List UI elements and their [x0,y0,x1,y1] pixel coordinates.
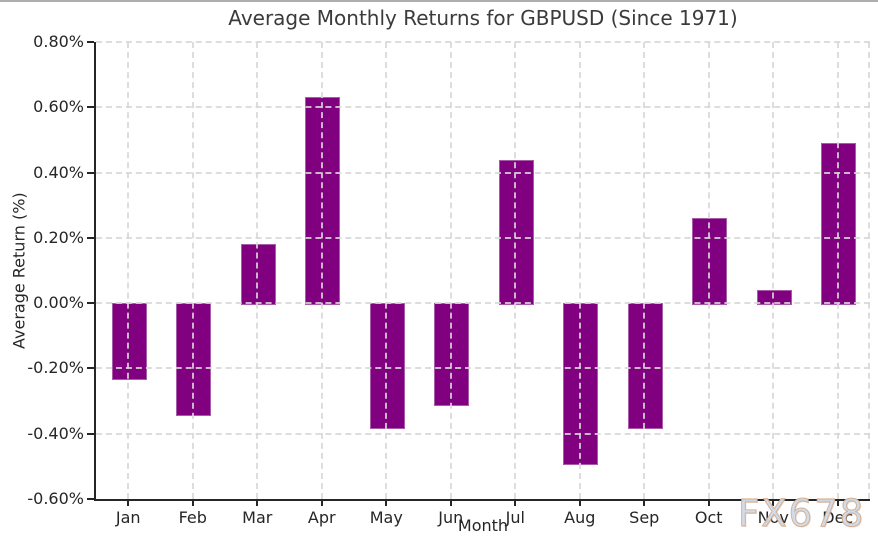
x-axis-label: Month [457,516,509,535]
x-gridline [191,42,194,499]
y-tick-label: 0.00% [33,293,84,313]
x-tick-label: Sep [629,508,660,527]
x-tick-label: Jan [115,508,141,527]
x-tick-mark [449,499,452,506]
watermark: FX678 [737,492,866,536]
bar-mar [240,244,276,306]
bar-may [369,303,405,430]
y-tick-mark [87,41,94,43]
x-tick-mark [772,499,775,506]
x-tick-label: May [369,508,403,527]
x-tick-label: Mar [242,508,273,527]
bar-aug [563,303,599,466]
y-gridline [96,302,870,305]
x-tick-label: Nov [757,508,789,527]
y-tick-label: -0.60% [27,489,84,508]
bar-feb [176,303,212,417]
x-tick-label: Oct [694,508,723,527]
x-tick-mark [643,499,646,506]
x-tick-mark [707,499,710,506]
y-tick-mark [87,236,94,239]
x-tick-label: Feb [178,508,207,527]
bar-jan [111,303,147,381]
x-tick-label: Dec [822,508,854,527]
x-gridline [578,42,581,499]
y-gridline [96,171,870,174]
plot-right-edge [868,42,870,499]
x-tick-mark [256,499,259,506]
y-tick-mark [87,367,94,370]
bar-nov [756,290,792,306]
x-gridline [385,42,388,499]
x-gridline [772,42,775,499]
x-gridline [449,42,452,499]
plot-area: Average Monthly Returns for GBPUSD (Sinc… [10,6,870,535]
x-gridline [707,42,710,499]
x-tick-mark [127,499,130,506]
y-tick-mark [87,432,94,435]
chart-title: Average Monthly Returns for GBPUSD (Sinc… [228,6,738,30]
x-tick-label: Jun [438,508,464,527]
y-tick-mark [87,498,94,500]
y-tick-mark [87,171,94,174]
x-tick-mark [836,499,839,506]
y-tick-label: -0.20% [27,358,84,378]
x-tick-mark [191,499,194,506]
y-tick-label: 0.20% [33,227,84,247]
bar-jun [434,303,470,407]
x-gridline [836,42,839,499]
y-gridline [96,106,870,109]
y-gridline [96,41,870,43]
y-tick-mark [87,106,94,109]
x-gridline [127,42,130,499]
x-gridline [256,42,259,499]
bar-sep [627,303,663,430]
x-gridline [643,42,646,499]
x-gridline [514,42,517,499]
x-tick-mark [578,499,581,506]
bar-jul [498,159,534,306]
x-tick-mark [514,499,517,506]
y-tick-label: 0.40% [33,162,84,182]
x-tick-mark [320,499,323,506]
bar-oct [692,218,728,306]
y-tick-mark [87,302,94,305]
x-gridline [320,42,323,499]
x-tick-label: Aug [564,508,596,527]
y-gridline [96,367,870,370]
y-tick-label: -0.40% [27,423,84,443]
bar-apr [305,97,341,306]
x-tick-mark [385,499,388,506]
y-tick-label: 0.80% [33,32,84,51]
y-tick-label: 0.60% [33,97,84,117]
y-gridline [96,432,870,435]
x-tick-label: Apr [307,508,336,527]
x-tick-label: Jul [505,508,525,527]
bar-dec [821,143,857,306]
y-gridline [96,236,870,239]
